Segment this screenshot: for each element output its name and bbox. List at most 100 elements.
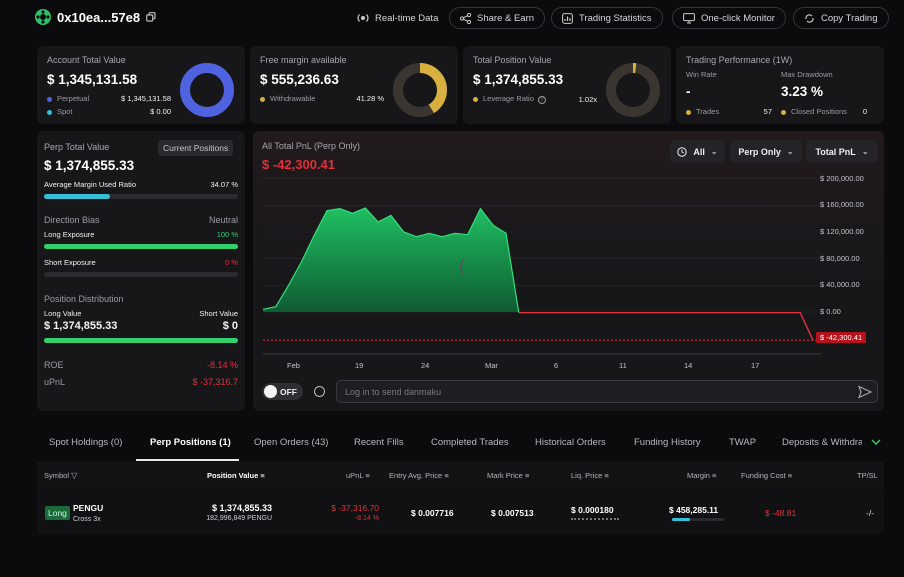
- tab-open-orders[interactable]: Open Orders (43): [254, 437, 329, 448]
- short-exposure-bar: [44, 272, 238, 277]
- filter-icon[interactable]: ▽: [71, 471, 78, 480]
- tab-perp-positions[interactable]: Perp Positions (1): [150, 437, 231, 448]
- chevron-down-icon[interactable]: [871, 438, 881, 446]
- tpsl-cell[interactable]: -/-: [866, 508, 875, 518]
- trades-dot: [686, 109, 691, 115]
- share-earn-button[interactable]: Share & Earn: [449, 7, 546, 29]
- long-exposure-fill: [44, 244, 238, 249]
- danmaku-toggle[interactable]: OFF: [262, 383, 303, 400]
- col-liq-price[interactable]: Liq. Price ≡: [571, 471, 609, 480]
- trading-performance-card: Trading Performance (1W) Win Rate - Max …: [676, 46, 884, 124]
- direction-bias-label: Direction Bias: [44, 215, 100, 225]
- long-value: $ 1,374,855.33: [44, 320, 118, 332]
- one-click-monitor-button[interactable]: One-click Monitor: [672, 7, 786, 29]
- account-total-value: $ 1,345,131.58: [47, 72, 138, 87]
- perpetual-value: $ 1,345,131.58: [120, 94, 171, 103]
- pnl-line-negative: [518, 311, 814, 341]
- tab-spot-holdings[interactable]: Spot Holdings (0): [49, 437, 123, 448]
- liq-price-dots: [571, 518, 619, 520]
- pnl-current-value: $ -42,300.41: [262, 157, 336, 172]
- monitor-icon: [683, 12, 695, 23]
- col-mark-price[interactable]: Mark Price ≡: [487, 471, 530, 480]
- perp-only-filter[interactable]: Perp Only ⌄: [730, 140, 802, 163]
- spot-dot: [47, 109, 52, 115]
- account-donut-arc: [180, 63, 234, 117]
- roe-label: ROE: [44, 360, 64, 370]
- y-tick-label: $ 160,000.00: [820, 200, 864, 210]
- tab-twap[interactable]: TWAP: [729, 437, 757, 448]
- col-margin[interactable]: Margin ≡: [687, 471, 717, 480]
- long-exposure-label: Long Exposure: [44, 230, 95, 239]
- withdrawable-dot: [260, 96, 265, 102]
- tab-deposits-withdrawals[interactable]: Deposits & Withdra: [782, 437, 862, 448]
- chevron-down-icon: ⌄: [786, 147, 794, 156]
- margin-bar: [672, 518, 724, 521]
- account-header[interactable]: 0x10ea...57e8: [35, 9, 156, 25]
- upnl-label: uPnL: [44, 377, 66, 387]
- pnl-line-positive: [262, 207, 520, 313]
- value-labels-row: Long Value Short Value: [44, 309, 238, 318]
- danmaku-settings-icon[interactable]: [314, 386, 325, 397]
- withdrawable-row: Withdrawable 41.28 %: [260, 94, 384, 103]
- spot-label: Spot: [57, 107, 73, 116]
- col-entry-price[interactable]: Entry Avg. Price ≡: [389, 471, 449, 480]
- perp-total-value: $ 1,374,855.33: [44, 158, 135, 173]
- closed-value: 0: [862, 107, 867, 116]
- tab-funding-history[interactable]: Funding History: [634, 437, 701, 448]
- current-value-tag: $ -42,300.41: [816, 332, 867, 343]
- col-position-value[interactable]: Position Value ≡: [207, 471, 265, 480]
- info-icon[interactable]: ?: [537, 96, 546, 104]
- distribution-fill: [44, 338, 238, 343]
- sort-icon: ≡: [365, 471, 370, 480]
- trading-statistics-button[interactable]: Trading Statistics: [551, 7, 663, 29]
- symbol-name[interactable]: PENGU: [73, 503, 104, 513]
- tab-completed-trades[interactable]: Completed Trades: [431, 437, 509, 448]
- trades-label: Trades: [696, 107, 720, 116]
- pnl-area-chart: [262, 178, 821, 355]
- copy-icon[interactable]: [146, 12, 156, 22]
- short-exposure-row: Short Exposure 0 %: [44, 258, 238, 267]
- col-upnl[interactable]: uPnL ≡: [346, 471, 370, 480]
- chevron-down-icon: ⌄: [710, 147, 718, 156]
- total-position-value: $ 1,374,855.33: [473, 72, 564, 87]
- send-icon[interactable]: [858, 385, 872, 399]
- perpetual-label: Perpetual: [57, 94, 90, 103]
- distribution-label: Position Distribution: [44, 294, 124, 304]
- y-tick-label: $ 80,000.00: [820, 253, 860, 263]
- perp-total-title: Perp Total Value: [44, 142, 110, 152]
- trading-performance-title: Trading Performance (1W): [686, 55, 793, 65]
- upnl-row: uPnL $ -37,316.7: [44, 377, 238, 387]
- direction-bias-value: Neutral: [208, 215, 238, 225]
- trades-value: 57: [763, 107, 772, 116]
- copy-trading-button[interactable]: Copy Trading: [793, 7, 889, 29]
- max-drawdown-label: Max Drawdown: [781, 70, 833, 79]
- account-total-card: Account Total Value $ 1,345,131.58 Perpe…: [37, 46, 245, 124]
- perp-panel: Perp Total Value Current Positions $ 1,3…: [37, 131, 245, 411]
- col-funding-cost[interactable]: Funding Cost ≡: [741, 471, 793, 480]
- col-symbol[interactable]: Symbol ▽: [44, 471, 78, 480]
- avg-margin-value: 34.07 %: [210, 180, 238, 189]
- short-exposure-value: 0 %: [225, 258, 238, 267]
- spot-row: Spot $ 0.00: [47, 107, 171, 116]
- perpetual-dot: [47, 96, 52, 102]
- short-value: $ 0: [222, 320, 238, 332]
- realtime-data-button[interactable]: Real-time Data: [346, 7, 449, 29]
- pnl-chart-title: All Total PnL (Perp Only): [262, 141, 361, 151]
- logo-icon: [35, 9, 51, 25]
- table-header-bg: [37, 462, 884, 489]
- tab-historical-orders[interactable]: Historical Orders: [535, 437, 606, 448]
- side-badge: Long: [45, 506, 70, 520]
- win-rate-value: -: [686, 84, 691, 99]
- tab-recent-fills[interactable]: Recent Fills: [354, 437, 404, 448]
- leverage-value: 1.02x: [578, 94, 597, 104]
- range-filter-all[interactable]: All ⌄: [670, 140, 725, 163]
- table-row[interactable]: [37, 490, 884, 534]
- free-margin-title: Free margin available: [260, 55, 347, 65]
- upnl-pct-cell: -8.14 %: [354, 515, 379, 522]
- current-positions-button[interactable]: Current Positions: [158, 140, 234, 156]
- danmaku-input[interactable]: Log in to send danmaku: [336, 380, 878, 403]
- total-pnl-filter[interactable]: Total PnL ⌄: [806, 140, 878, 163]
- funding-cost-cell: $ -48.81: [765, 508, 797, 518]
- leverage-label: Leverage Ratio: [483, 94, 534, 103]
- margin-bar-fill: [672, 518, 690, 521]
